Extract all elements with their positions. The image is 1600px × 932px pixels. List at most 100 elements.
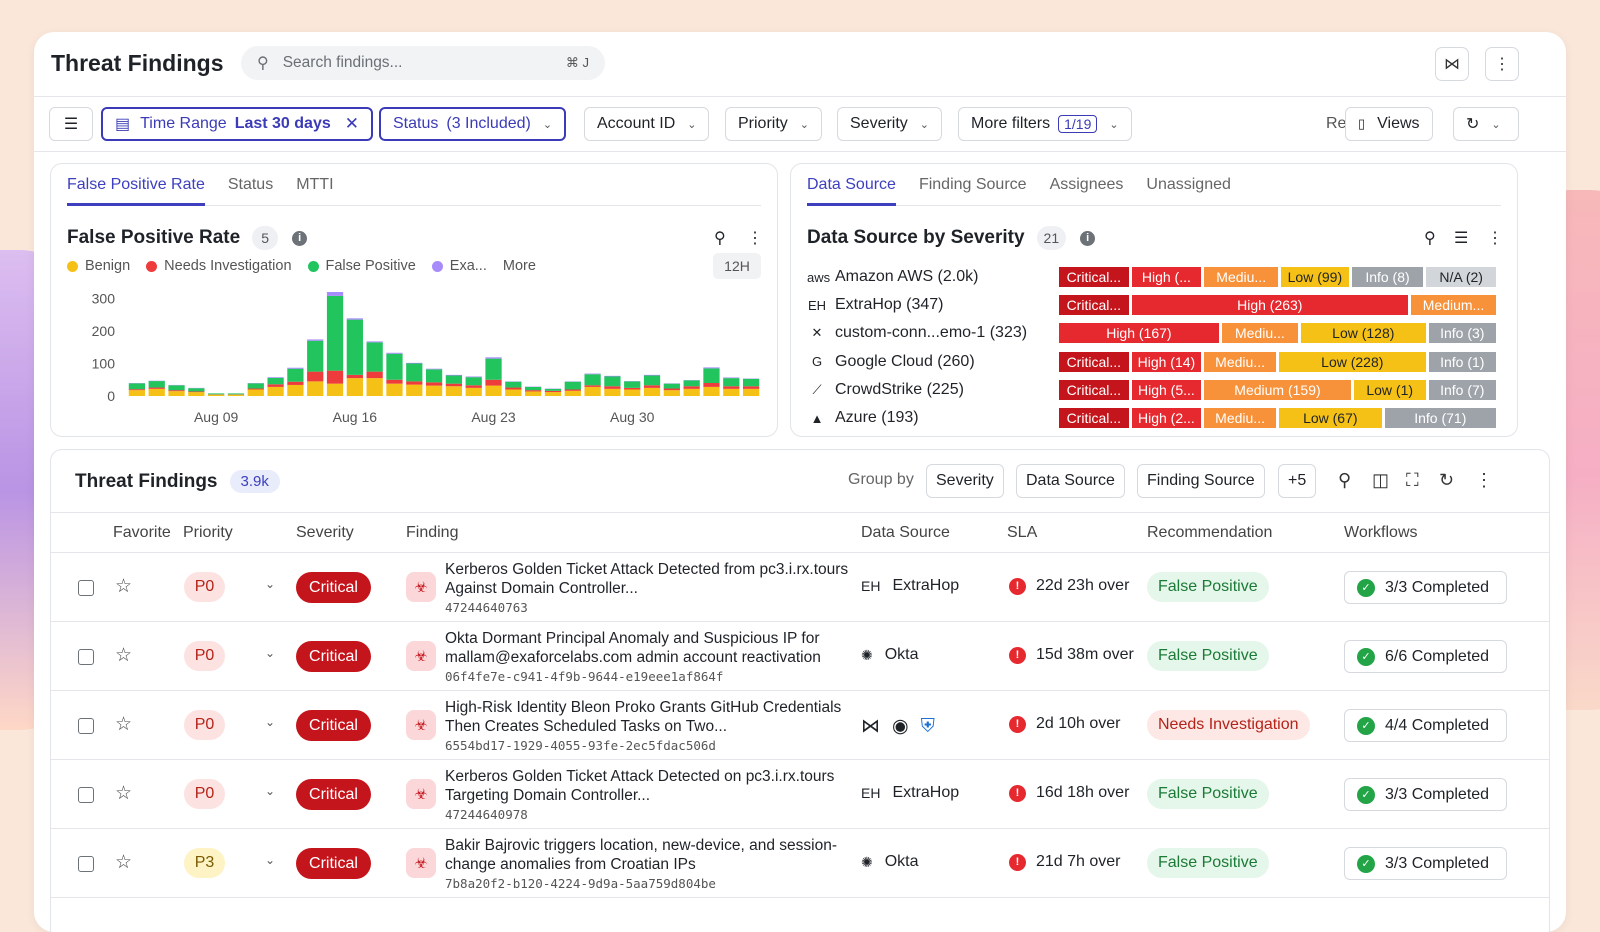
bar-segment-needs-investigation[interactable] bbox=[584, 385, 600, 387]
bar-segment-false-positive[interactable] bbox=[466, 377, 482, 385]
tab-unassigned[interactable]: Unassigned bbox=[1146, 164, 1231, 206]
bar-segment-benign[interactable] bbox=[327, 384, 343, 396]
severity-segment[interactable]: Info (3) bbox=[1429, 323, 1496, 343]
bar-segment-needs-investigation[interactable] bbox=[188, 391, 204, 392]
severity-segment[interactable]: Medium (159) bbox=[1204, 380, 1351, 400]
bar-segment-false-positive[interactable] bbox=[386, 354, 402, 380]
column-header-finding[interactable]: Finding bbox=[406, 524, 458, 542]
tab-finding-source[interactable]: Finding Source bbox=[919, 164, 1027, 206]
sliders-icon[interactable]: ☰ bbox=[1454, 228, 1468, 248]
bar-segment-benign[interactable] bbox=[505, 390, 521, 397]
bar-segment-false-positive[interactable] bbox=[327, 296, 343, 371]
row-checkbox[interactable] bbox=[78, 580, 94, 596]
bar-segment-benign[interactable] bbox=[624, 390, 640, 397]
severity-segment[interactable]: High (263) bbox=[1132, 295, 1408, 315]
bar-segment-benign[interactable] bbox=[466, 388, 482, 396]
bar-segment-benign[interactable] bbox=[664, 390, 680, 396]
bar-segment-benign[interactable] bbox=[644, 388, 660, 396]
chevron-down-icon[interactable]: ⌄ bbox=[265, 646, 275, 660]
row-checkbox[interactable] bbox=[78, 787, 94, 803]
severity-segment[interactable]: Critical... bbox=[1059, 295, 1129, 315]
bar-segment-needs-investigation[interactable] bbox=[347, 375, 363, 378]
search-input[interactable]: ⚲ Search findings... ⌘ J bbox=[241, 46, 605, 80]
status-filter[interactable]: Status (3 Included) ⌄ bbox=[379, 107, 566, 141]
kebab-icon[interactable]: ⋮ bbox=[747, 228, 763, 248]
severity-segment[interactable]: Critical... bbox=[1059, 408, 1129, 428]
bar-segment-exa[interactable] bbox=[367, 341, 383, 342]
table-row[interactable]: ☆P0⌄Critical☣Okta Dormant Principal Anom… bbox=[51, 622, 1549, 691]
bar-segment-benign[interactable] bbox=[426, 386, 442, 396]
bar-segment-needs-investigation[interactable] bbox=[307, 372, 323, 382]
column-header-severity[interactable]: Severity bbox=[296, 524, 354, 542]
favorite-star-icon[interactable]: ☆ bbox=[115, 644, 132, 667]
bar-segment-needs-investigation[interactable] bbox=[703, 383, 719, 387]
severity-segment[interactable]: High (5... bbox=[1132, 380, 1202, 400]
bar-segment-exa[interactable] bbox=[406, 363, 422, 364]
workflow-status-button[interactable]: ✓4/4 Completed bbox=[1344, 709, 1507, 742]
bar-segment-needs-investigation[interactable] bbox=[565, 390, 581, 391]
bar-segment-benign[interactable] bbox=[604, 389, 620, 396]
severity-segment[interactable]: Mediu... bbox=[1204, 352, 1276, 372]
bar-segment-false-positive[interactable] bbox=[367, 342, 383, 371]
bar-segment-false-positive[interactable] bbox=[545, 389, 561, 391]
bar-segment-false-positive[interactable] bbox=[267, 378, 283, 385]
bar-segment-benign[interactable] bbox=[525, 391, 541, 396]
bar-segment-exa[interactable] bbox=[446, 375, 462, 376]
bar-segment-needs-investigation[interactable] bbox=[466, 385, 482, 388]
row-checkbox[interactable] bbox=[78, 856, 94, 872]
bar-segment-exa[interactable] bbox=[307, 339, 323, 340]
data-source-row[interactable]: ▲Azure (193)Critical...High (2...Mediu..… bbox=[807, 405, 1507, 431]
favorite-star-icon[interactable]: ☆ bbox=[115, 575, 132, 598]
bar-segment-false-positive[interactable] bbox=[565, 382, 581, 390]
severity-filter[interactable]: Severity ⌄ bbox=[837, 107, 942, 141]
bar-segment-needs-investigation[interactable] bbox=[367, 372, 383, 379]
finding-cell[interactable]: Okta Dormant Principal Anomaly and Suspi… bbox=[445, 630, 855, 687]
severity-segment[interactable]: Low (67) bbox=[1279, 408, 1382, 428]
bar-segment-benign[interactable] bbox=[545, 392, 561, 396]
bar-segment-needs-investigation[interactable] bbox=[406, 381, 422, 384]
workflow-status-button[interactable]: ✓3/3 Completed bbox=[1344, 571, 1507, 604]
group-by-finding-source-button[interactable]: Finding Source bbox=[1137, 464, 1265, 498]
severity-segment[interactable]: Critical... bbox=[1059, 380, 1129, 400]
bar-segment-false-positive[interactable] bbox=[604, 377, 620, 387]
bar-segment-needs-investigation[interactable] bbox=[485, 380, 501, 386]
bar-segment-false-positive[interactable] bbox=[228, 393, 244, 394]
bar-segment-needs-investigation[interactable] bbox=[624, 388, 640, 390]
chevron-down-icon[interactable]: ⌄ bbox=[265, 577, 275, 591]
bar-segment-benign[interactable] bbox=[228, 395, 244, 396]
more-options-button[interactable]: ⋮ bbox=[1485, 47, 1519, 81]
bar-segment-benign[interactable] bbox=[168, 391, 184, 396]
severity-segment[interactable]: Info (8) bbox=[1352, 267, 1424, 287]
bar-segment-needs-investigation[interactable] bbox=[248, 389, 264, 390]
severity-segment[interactable]: Mediu... bbox=[1204, 408, 1276, 428]
bar-segment-false-positive[interactable] bbox=[446, 376, 462, 384]
bar-segment-false-positive[interactable] bbox=[624, 381, 640, 388]
severity-segment[interactable]: Low (99) bbox=[1281, 267, 1348, 287]
workflow-status-button[interactable]: ✓3/3 Completed bbox=[1344, 778, 1507, 811]
bar-segment-exa[interactable] bbox=[604, 376, 620, 377]
table-row[interactable]: ☆P0⌄Critical☣High-Risk Identity Bleon Pr… bbox=[51, 691, 1549, 760]
refresh-button[interactable]: ↻ ⌄ bbox=[1453, 107, 1519, 141]
bar-segment-needs-investigation[interactable] bbox=[525, 390, 541, 391]
bar-segment-needs-investigation[interactable] bbox=[386, 380, 402, 384]
severity-segment[interactable]: Info (1) bbox=[1429, 352, 1496, 372]
bar-segment-false-positive[interactable] bbox=[307, 341, 323, 372]
severity-segment[interactable]: N/A (2) bbox=[1426, 267, 1496, 287]
bar-segment-false-positive[interactable] bbox=[168, 385, 184, 390]
table-row[interactable]: ☆P0⌄Critical☣Kerberos Golden Ticket Atta… bbox=[51, 553, 1549, 622]
filter-settings-button[interactable]: ☰ bbox=[49, 107, 93, 141]
bar-segment-benign[interactable] bbox=[743, 389, 759, 396]
chevron-down-icon[interactable]: ⌄ bbox=[265, 853, 275, 867]
severity-segment[interactable]: Low (1) bbox=[1354, 380, 1426, 400]
bar-segment-needs-investigation[interactable] bbox=[287, 382, 303, 385]
priority-filter[interactable]: Priority ⌄ bbox=[725, 107, 822, 141]
bar-segment-benign[interactable] bbox=[386, 384, 402, 396]
finding-cell[interactable]: Kerberos Golden Ticket Attack Detected o… bbox=[445, 768, 855, 825]
bar-segment-benign[interactable] bbox=[129, 390, 145, 396]
kebab-icon[interactable]: ⋮ bbox=[1487, 228, 1503, 248]
bar-segment-benign[interactable] bbox=[307, 381, 323, 396]
column-header-sla[interactable]: SLA bbox=[1007, 524, 1037, 542]
data-source-row[interactable]: ✕custom-conn...emo-1 (323)High (167)Medi… bbox=[807, 320, 1507, 346]
